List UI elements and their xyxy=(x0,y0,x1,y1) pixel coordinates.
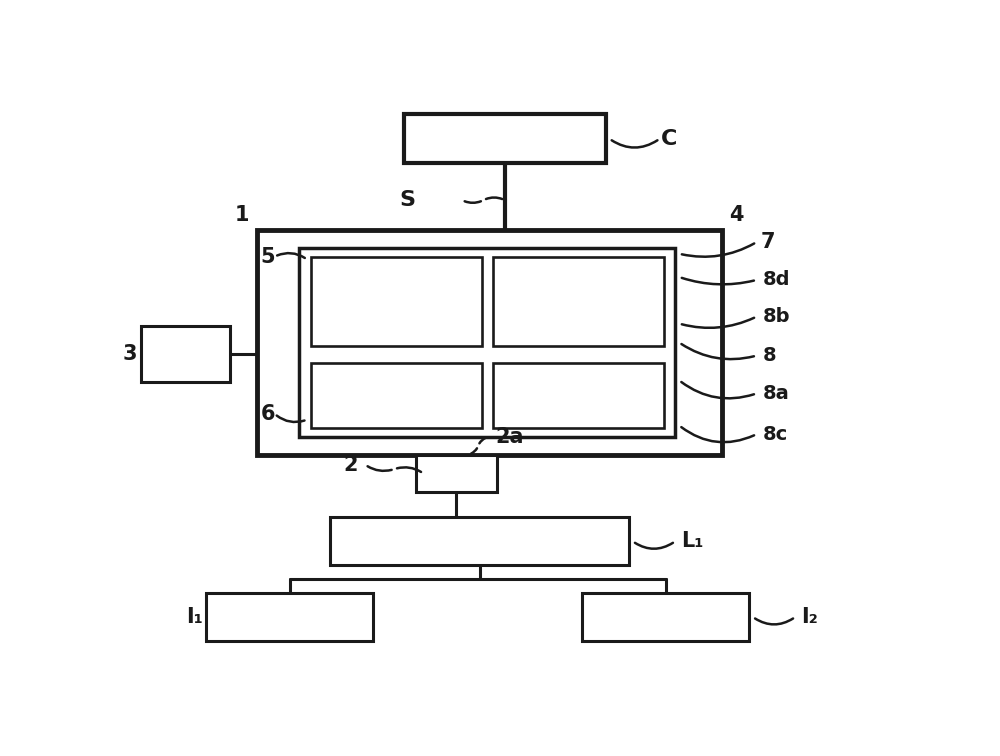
Text: 8d: 8d xyxy=(763,271,790,290)
Bar xyxy=(140,327,230,382)
Text: C: C xyxy=(661,129,678,149)
Bar xyxy=(206,593,373,641)
Bar xyxy=(257,231,722,454)
Bar xyxy=(311,256,482,346)
Bar xyxy=(416,454,497,492)
Text: 8c: 8c xyxy=(763,425,788,444)
Text: 8: 8 xyxy=(763,346,776,365)
Text: 8b: 8b xyxy=(763,307,790,326)
Bar xyxy=(404,114,606,163)
Bar xyxy=(311,363,482,429)
Bar xyxy=(493,363,664,429)
Text: 7: 7 xyxy=(761,232,775,252)
Text: 1: 1 xyxy=(234,205,249,225)
Text: 2: 2 xyxy=(343,454,358,475)
Bar xyxy=(299,248,675,437)
Bar xyxy=(493,256,664,346)
Text: 6: 6 xyxy=(261,404,275,424)
Bar xyxy=(330,517,629,565)
Text: 4: 4 xyxy=(730,205,744,225)
Text: 8a: 8a xyxy=(763,384,790,403)
Bar xyxy=(582,593,749,641)
Text: I₁: I₁ xyxy=(186,607,202,627)
Text: 2a: 2a xyxy=(496,427,524,447)
Text: 3: 3 xyxy=(122,344,137,364)
Text: L₁: L₁ xyxy=(681,531,704,551)
Text: 5: 5 xyxy=(261,246,275,267)
Text: S: S xyxy=(400,191,416,210)
Text: I₂: I₂ xyxy=(802,607,818,627)
